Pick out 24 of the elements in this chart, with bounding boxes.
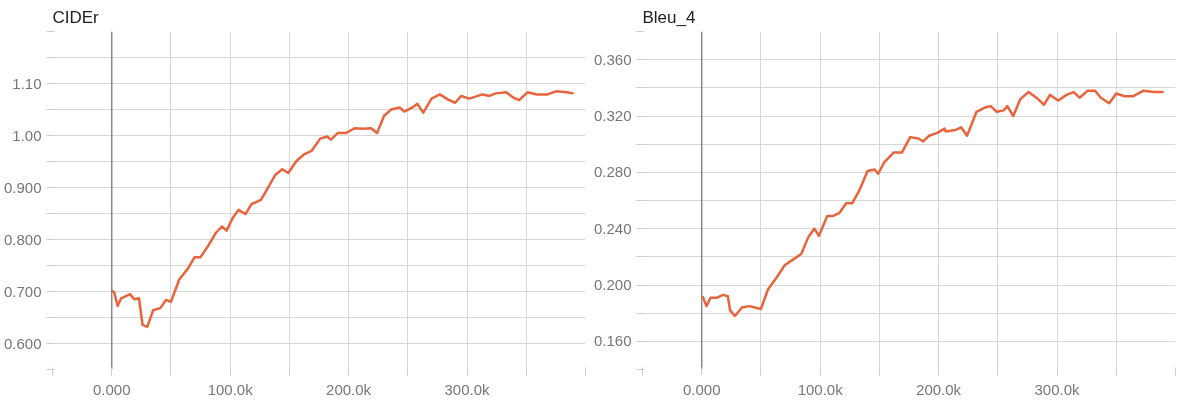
x-tick-label: 100.0k [207,380,254,398]
x-tick-label: 100.0k [797,380,844,398]
y-tick-label: 0.900 [3,178,42,196]
x-tick-label: 300.0k [444,380,491,398]
line-series [701,89,1165,318]
line-series [110,90,575,329]
y-tick-label: 0.160 [593,332,632,350]
y-tick-label: 0.320 [593,107,632,124]
y-tick-label: 0.700 [3,282,42,300]
x-tick-label: 0.000 [682,380,721,398]
y-tick-label: 0.800 [3,230,42,248]
y-tick-label: 0.600 [3,334,42,352]
x-tick-label: 200.0k [326,380,372,398]
x-tick-label: 0.000 [92,380,131,398]
x-tick-label: 300.0k [1034,380,1081,398]
y-tick-label: 1.00 [12,126,42,144]
y-tick-label: 0.240 [593,219,632,237]
chart-title: Bleu_4 [642,7,696,27]
y-tick-label: 0.360 [593,50,632,68]
y-tick-label: 1.10 [12,74,42,92]
y-tick-label: 0.200 [593,276,632,293]
chart-title: CIDEr [52,7,100,27]
y-tick-label: 0.280 [593,163,632,181]
x-tick-label: 200.0k [916,380,962,398]
